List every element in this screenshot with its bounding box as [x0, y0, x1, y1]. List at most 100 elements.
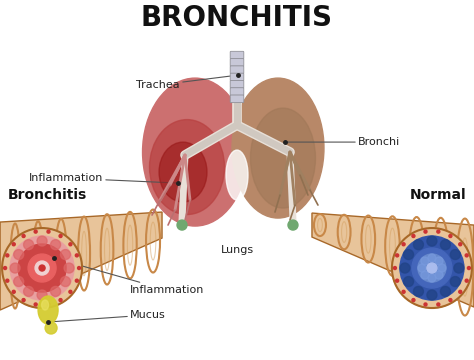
Ellipse shape [250, 108, 316, 208]
Circle shape [427, 236, 437, 246]
Circle shape [402, 243, 405, 246]
Circle shape [465, 279, 468, 282]
Circle shape [22, 234, 25, 238]
Circle shape [24, 240, 34, 250]
Circle shape [449, 234, 452, 238]
Circle shape [6, 254, 9, 257]
Circle shape [428, 254, 436, 262]
Circle shape [428, 274, 436, 282]
Circle shape [450, 276, 460, 287]
Circle shape [437, 230, 440, 233]
Circle shape [78, 266, 81, 270]
Circle shape [440, 287, 450, 296]
Circle shape [403, 276, 413, 287]
Circle shape [10, 236, 74, 300]
Text: Normal: Normal [409, 188, 466, 202]
Ellipse shape [143, 78, 247, 226]
Circle shape [6, 279, 9, 282]
Ellipse shape [38, 296, 58, 324]
Circle shape [177, 220, 187, 230]
Circle shape [424, 230, 427, 233]
Circle shape [438, 264, 446, 272]
Circle shape [396, 254, 399, 257]
Polygon shape [20, 215, 155, 270]
Circle shape [412, 248, 452, 288]
Circle shape [59, 234, 62, 238]
Circle shape [51, 240, 61, 250]
FancyBboxPatch shape [230, 88, 244, 95]
Circle shape [69, 243, 72, 246]
Circle shape [413, 287, 423, 296]
Circle shape [61, 276, 71, 287]
Text: Inflammation: Inflammation [54, 258, 204, 295]
Ellipse shape [159, 142, 207, 202]
Circle shape [400, 263, 410, 273]
Circle shape [14, 276, 24, 287]
Circle shape [465, 254, 468, 257]
FancyBboxPatch shape [230, 73, 244, 81]
Circle shape [14, 249, 24, 260]
Circle shape [450, 249, 460, 260]
Text: Inflammation: Inflammation [29, 173, 178, 183]
Ellipse shape [45, 322, 57, 334]
Circle shape [459, 290, 462, 293]
Circle shape [288, 220, 298, 230]
Circle shape [59, 298, 62, 302]
Circle shape [449, 298, 452, 302]
Circle shape [47, 303, 50, 306]
Circle shape [51, 287, 61, 296]
Circle shape [12, 243, 15, 246]
FancyBboxPatch shape [230, 80, 244, 88]
Circle shape [35, 261, 49, 275]
Circle shape [418, 264, 426, 272]
Circle shape [437, 303, 440, 306]
Ellipse shape [226, 150, 248, 200]
Polygon shape [318, 215, 455, 268]
Polygon shape [312, 213, 474, 307]
Circle shape [393, 266, 396, 270]
Circle shape [2, 228, 82, 308]
Circle shape [64, 263, 74, 273]
Circle shape [47, 230, 50, 233]
Circle shape [467, 266, 470, 270]
Circle shape [75, 254, 78, 257]
Circle shape [37, 290, 47, 300]
FancyBboxPatch shape [230, 95, 244, 103]
Circle shape [69, 290, 72, 293]
Ellipse shape [232, 78, 324, 218]
Circle shape [421, 257, 429, 265]
Ellipse shape [42, 300, 48, 310]
Circle shape [61, 249, 71, 260]
Circle shape [427, 290, 437, 300]
Circle shape [421, 271, 429, 279]
Circle shape [12, 290, 15, 293]
Circle shape [22, 298, 25, 302]
FancyBboxPatch shape [230, 59, 244, 66]
Circle shape [412, 234, 415, 238]
Circle shape [427, 263, 437, 273]
Circle shape [39, 265, 45, 271]
Circle shape [4, 266, 7, 270]
FancyBboxPatch shape [230, 51, 244, 59]
Text: Trachea: Trachea [137, 75, 238, 90]
Circle shape [412, 298, 415, 302]
Circle shape [435, 271, 443, 279]
Circle shape [24, 287, 34, 296]
Circle shape [18, 244, 66, 292]
Circle shape [396, 279, 399, 282]
Circle shape [459, 243, 462, 246]
Circle shape [34, 230, 37, 233]
Circle shape [28, 254, 56, 282]
Circle shape [75, 279, 78, 282]
Text: Bronchi: Bronchi [285, 137, 400, 147]
Circle shape [400, 236, 464, 300]
Text: Lungs: Lungs [220, 245, 254, 255]
Circle shape [413, 240, 423, 250]
Circle shape [424, 303, 427, 306]
Circle shape [435, 257, 443, 265]
Text: Bronchitis: Bronchitis [8, 188, 87, 202]
Circle shape [392, 228, 472, 308]
Text: BRONCHITIS: BRONCHITIS [141, 4, 333, 32]
Circle shape [10, 263, 20, 273]
Text: Mucus: Mucus [48, 310, 166, 322]
